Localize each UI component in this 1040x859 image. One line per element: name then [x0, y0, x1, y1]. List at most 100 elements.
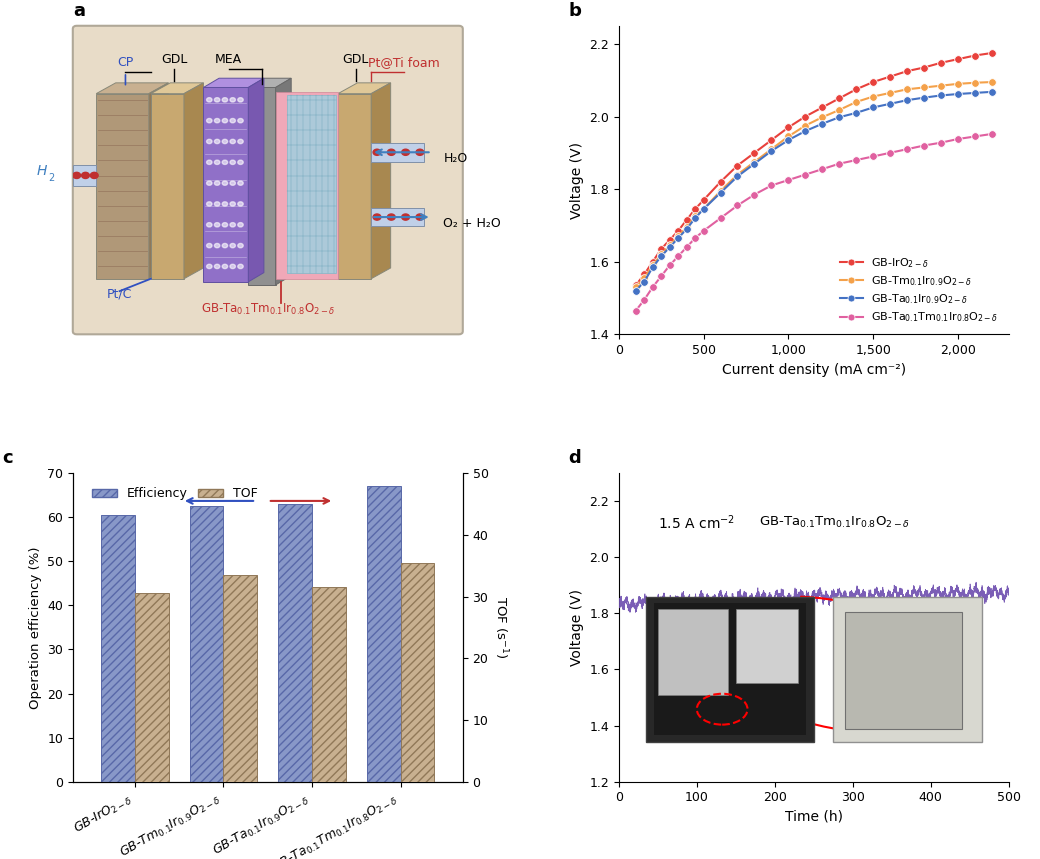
- Polygon shape: [151, 94, 184, 279]
- Circle shape: [223, 139, 228, 143]
- Bar: [279, 504, 312, 782]
- Circle shape: [223, 265, 228, 269]
- Circle shape: [230, 181, 235, 186]
- Polygon shape: [149, 82, 168, 279]
- Polygon shape: [249, 78, 264, 282]
- Circle shape: [207, 98, 212, 102]
- Circle shape: [207, 243, 212, 247]
- Polygon shape: [151, 82, 204, 94]
- Y-axis label: TOF (s$^{-1}$): TOF (s$^{-1}$): [492, 596, 510, 659]
- Circle shape: [373, 214, 381, 220]
- Circle shape: [223, 160, 228, 164]
- Circle shape: [230, 222, 235, 227]
- Polygon shape: [338, 82, 391, 94]
- X-axis label: Time (h): Time (h): [785, 810, 842, 824]
- Polygon shape: [184, 82, 204, 279]
- Circle shape: [238, 160, 243, 164]
- FancyBboxPatch shape: [844, 612, 962, 729]
- FancyBboxPatch shape: [73, 26, 463, 334]
- Text: H: H: [36, 164, 47, 178]
- X-axis label: Current density (mA cm⁻²): Current density (mA cm⁻²): [722, 362, 906, 376]
- Text: Pt/C: Pt/C: [107, 287, 132, 301]
- Bar: [190, 506, 224, 782]
- Circle shape: [238, 139, 243, 143]
- Circle shape: [207, 202, 212, 206]
- FancyBboxPatch shape: [736, 609, 799, 683]
- Circle shape: [223, 243, 228, 247]
- Polygon shape: [371, 143, 424, 161]
- Circle shape: [230, 139, 235, 143]
- Circle shape: [214, 265, 219, 269]
- Y-axis label: Voltage (V): Voltage (V): [570, 589, 583, 666]
- Circle shape: [207, 160, 212, 164]
- Circle shape: [230, 119, 235, 123]
- Bar: [101, 515, 135, 782]
- Circle shape: [230, 160, 235, 164]
- Polygon shape: [338, 94, 371, 279]
- Text: GDL: GDL: [161, 52, 187, 66]
- Circle shape: [207, 181, 212, 186]
- Circle shape: [230, 98, 235, 102]
- Circle shape: [207, 265, 212, 269]
- Bar: [135, 594, 168, 782]
- Circle shape: [207, 139, 212, 143]
- Circle shape: [230, 243, 235, 247]
- Text: O₂ + H₂O: O₂ + H₂O: [443, 216, 501, 229]
- Text: c: c: [3, 449, 14, 467]
- Circle shape: [214, 139, 219, 143]
- Text: b: b: [568, 2, 581, 20]
- Polygon shape: [249, 88, 276, 285]
- Circle shape: [223, 119, 228, 123]
- Polygon shape: [97, 82, 168, 94]
- Text: d: d: [568, 449, 581, 467]
- Text: GB-Ta$_{0.1}$Tm$_{0.1}$Ir$_{0.8}$O$_{2-\delta}$: GB-Ta$_{0.1}$Tm$_{0.1}$Ir$_{0.8}$O$_{2-\…: [759, 515, 910, 530]
- Circle shape: [401, 149, 410, 155]
- FancyBboxPatch shape: [657, 609, 728, 695]
- Circle shape: [223, 202, 228, 206]
- Bar: [367, 486, 400, 782]
- Circle shape: [214, 222, 219, 227]
- Polygon shape: [204, 88, 249, 282]
- FancyBboxPatch shape: [833, 596, 982, 741]
- Circle shape: [416, 214, 424, 220]
- Polygon shape: [73, 165, 97, 186]
- Circle shape: [373, 149, 381, 155]
- Circle shape: [388, 149, 395, 155]
- Polygon shape: [276, 78, 291, 285]
- Polygon shape: [371, 208, 424, 226]
- Circle shape: [223, 98, 228, 102]
- Legend: Efficiency, TOF: Efficiency, TOF: [87, 483, 262, 505]
- Circle shape: [207, 222, 212, 227]
- FancyBboxPatch shape: [646, 596, 813, 741]
- Circle shape: [214, 243, 219, 247]
- Polygon shape: [97, 94, 149, 279]
- Circle shape: [214, 181, 219, 186]
- Bar: [400, 563, 435, 782]
- Text: CP: CP: [118, 56, 133, 69]
- Circle shape: [223, 181, 228, 186]
- Circle shape: [238, 119, 243, 123]
- Y-axis label: Operation efficiency (%): Operation efficiency (%): [28, 546, 42, 709]
- Text: Pt@Ti foam: Pt@Ti foam: [368, 56, 440, 69]
- Circle shape: [223, 222, 228, 227]
- Text: 1.5 A cm$^{-2}$: 1.5 A cm$^{-2}$: [657, 513, 735, 532]
- Text: H₂O: H₂O: [443, 152, 468, 165]
- Text: GB-Ta$_{0.1}$Tm$_{0.1}$Ir$_{0.8}$O$_{2-\delta}$: GB-Ta$_{0.1}$Tm$_{0.1}$Ir$_{0.8}$O$_{2-\…: [201, 302, 335, 317]
- Circle shape: [207, 119, 212, 123]
- Legend: GB-IrO$_{2-\delta}$, GB-Tm$_{0.1}$Ir$_{0.9}$O$_{2-\delta}$, GB-Ta$_{0.1}$Ir$_{0.: GB-IrO$_{2-\delta}$, GB-Tm$_{0.1}$Ir$_{0…: [836, 252, 1004, 329]
- Circle shape: [214, 160, 219, 164]
- Circle shape: [238, 181, 243, 186]
- Circle shape: [416, 149, 424, 155]
- Polygon shape: [287, 95, 336, 272]
- Circle shape: [214, 98, 219, 102]
- Circle shape: [401, 214, 410, 220]
- Y-axis label: Voltage (V): Voltage (V): [570, 142, 583, 218]
- Text: MEA: MEA: [215, 52, 242, 66]
- Polygon shape: [204, 78, 264, 88]
- Circle shape: [214, 119, 219, 123]
- Circle shape: [81, 173, 89, 179]
- Text: GDL: GDL: [342, 52, 369, 66]
- Bar: [312, 588, 345, 782]
- Circle shape: [238, 222, 243, 227]
- Circle shape: [238, 98, 243, 102]
